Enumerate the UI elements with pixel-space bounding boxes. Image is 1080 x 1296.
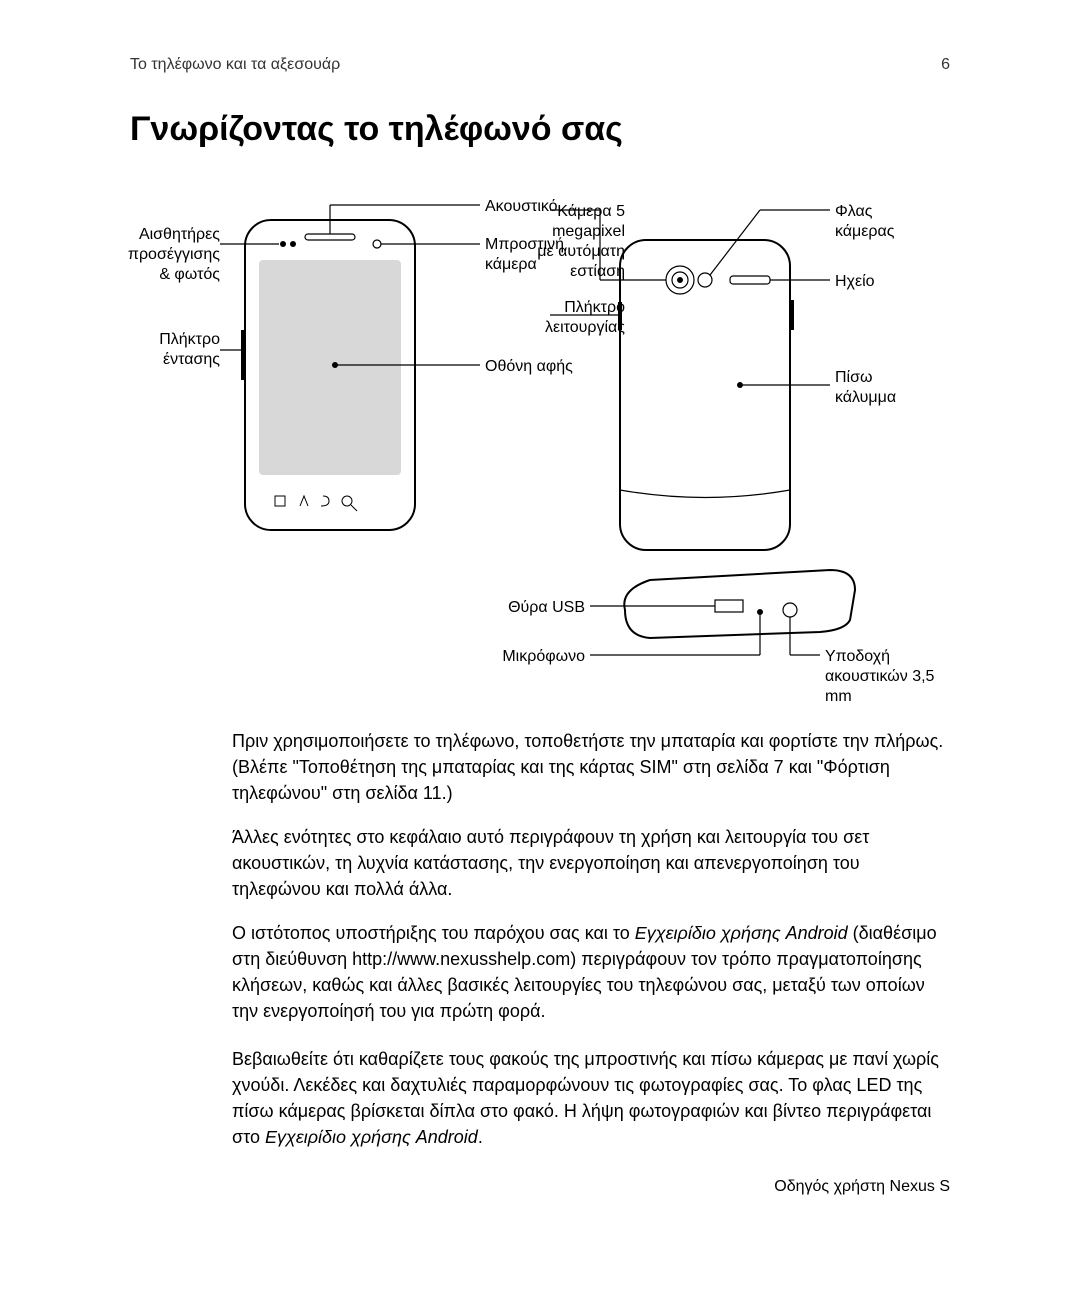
label-back-cover: Πίσω κάλυμμα bbox=[835, 368, 896, 408]
page-header: Το τηλέφωνο και τα αξεσουάρ 6 bbox=[130, 56, 950, 74]
label-flash: Φλας κάμερας bbox=[835, 202, 894, 242]
label-speaker: Ηχείο bbox=[835, 272, 875, 292]
phone-diagram: Αισθητήρες προσέγγισης & φωτός Πλήκτρο έ… bbox=[130, 180, 950, 700]
page-number: 6 bbox=[941, 56, 950, 74]
paragraph-4: Βεβαιωθείτε ότι καθαρίζετε τους φακούς τ… bbox=[232, 1046, 952, 1150]
paragraph-4-italic: Εγχειρίδιο χρήσης Android bbox=[265, 1127, 478, 1147]
paragraph-3-a: Ο ιστότοπος υποστήριξης του παρόχου σας … bbox=[232, 923, 635, 943]
label-proximity-light-sensors: Αισθητήρες προσέγγισης & φωτός bbox=[120, 225, 220, 285]
label-volume-key: Πλήκτρο έντασης bbox=[120, 330, 220, 370]
paragraph-3-italic: Εγχειρίδιο χρήσης Android bbox=[635, 923, 848, 943]
label-headset-jack: Υποδοχή ακουστικών 3,5 mm bbox=[825, 647, 950, 707]
label-camera-5mp: Κάμερα 5 megapixel με αυτόματη εστίαση bbox=[525, 202, 625, 282]
page-title: Γνωρίζοντας το τηλέφωνό σας bbox=[130, 110, 623, 149]
label-touchscreen: Οθόνη αφής bbox=[485, 357, 573, 377]
paragraph-4-b: . bbox=[478, 1127, 483, 1147]
paragraph-3: Ο ιστότοπος υποστήριξης του παρόχου σας … bbox=[232, 920, 952, 1024]
label-power-key: Πλήκτρο λειτουργίας bbox=[525, 298, 625, 338]
label-microphone: Μικρόφωνο bbox=[490, 647, 585, 667]
section-title: Το τηλέφωνο και τα αξεσουάρ bbox=[130, 56, 340, 74]
paragraph-1: Πριν χρησιμοποιήσετε το τηλέφωνο, τοποθε… bbox=[232, 728, 952, 806]
paragraph-2: Άλλες ενότητες στο κεφάλαιο αυτό περιγρά… bbox=[232, 824, 952, 902]
footer-text: Οδηγός χρήστη Nexus S bbox=[774, 1178, 950, 1196]
label-usb-port: Θύρα USB bbox=[500, 598, 585, 618]
